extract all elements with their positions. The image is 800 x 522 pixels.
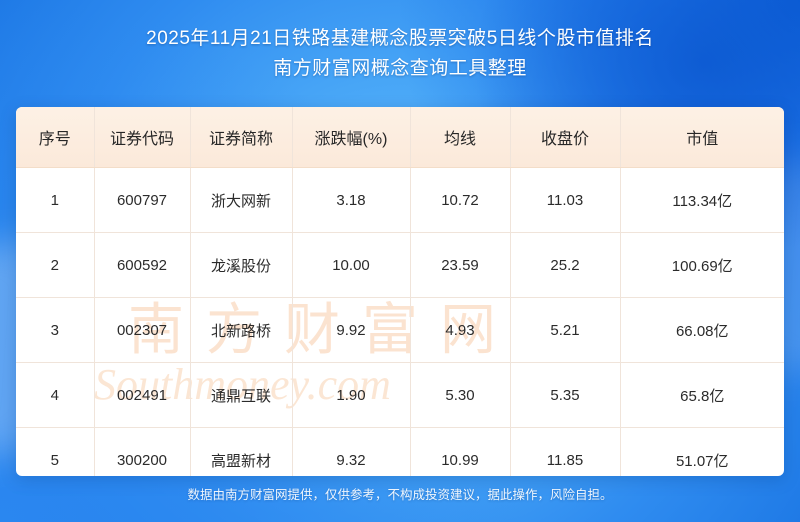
stock-ranking-table: 序号 证券代码 证券简称 涨跌幅(%) 均线 收盘价 市值 1 600797 浙…	[16, 107, 784, 476]
cell-moving-average: 10.72	[410, 167, 511, 233]
cell-security-name: 北新路桥	[190, 297, 293, 363]
table-row: 4 002491 通鼎互联 1.90 5.30 5.35 65.8亿	[16, 362, 784, 428]
column-header-moving-average: 均线	[410, 107, 511, 168]
table-header: 序号 证券代码 证券简称 涨跌幅(%) 均线 收盘价 市值	[16, 107, 784, 168]
column-header-index: 序号	[16, 107, 95, 168]
cell-security-code: 002491	[94, 362, 191, 428]
cell-closing-price: 5.21	[510, 297, 621, 363]
cell-security-code: 600797	[94, 167, 191, 233]
cell-change-percent: 9.92	[292, 297, 411, 363]
cell-security-code: 600592	[94, 232, 191, 298]
cell-index: 5	[16, 427, 95, 476]
stock-table-card: 南方财富网 Southmoney.com 序号 证券代码 证券简称 涨跌幅(%)…	[16, 107, 784, 476]
table-row: 1 600797 浙大网新 3.18 10.72 11.03 113.34亿	[16, 167, 784, 233]
column-header-market-value: 市值	[620, 107, 784, 168]
cell-index: 1	[16, 167, 95, 233]
cell-security-name: 龙溪股份	[190, 232, 293, 298]
cell-market-value: 113.34亿	[620, 167, 784, 233]
column-header-security-code: 证券代码	[94, 107, 191, 168]
table-header-row: 序号 证券代码 证券简称 涨跌幅(%) 均线 收盘价 市值	[16, 107, 784, 168]
cell-closing-price: 11.03	[510, 167, 621, 233]
table-row: 2 600592 龙溪股份 10.00 23.59 25.2 100.69亿	[16, 232, 784, 298]
cell-moving-average: 4.93	[410, 297, 511, 363]
column-header-change-percent: 涨跌幅(%)	[292, 107, 411, 168]
cell-market-value: 51.07亿	[675, 452, 729, 470]
cell-market-value: 66.08亿	[620, 297, 784, 363]
column-header-security-name: 证券简称	[190, 107, 293, 168]
cell-index: 2	[16, 232, 95, 298]
cell-change-percent: 3.18	[292, 167, 411, 233]
cell-change-percent: 9.32	[292, 427, 411, 476]
cell-change-percent: 1.90	[292, 362, 411, 428]
table-row: 5 300200 高盟新材 9.32 10.99 11.85 51.07亿	[16, 427, 784, 476]
cell-market-value: 65.8亿	[620, 362, 784, 428]
cell-closing-price: 5.35	[510, 362, 621, 428]
page-title-line-2: 南方财富网概念查询工具整理	[273, 58, 527, 79]
cell-market-value: 100.69亿	[620, 232, 784, 298]
table-body: 1 600797 浙大网新 3.18 10.72 11.03 113.34亿 2…	[16, 167, 784, 476]
cell-moving-average: 10.99	[410, 427, 511, 476]
cell-index: 3	[16, 297, 95, 363]
cell-index: 4	[16, 362, 95, 428]
table-row: 3 002307 北新路桥 9.92 4.93 5.21 66.08亿	[16, 297, 784, 363]
cell-security-code: 300200	[94, 427, 191, 476]
page-header: 2025年11月21日铁路基建概念股票突破5日线个股市值排名 南方财富网概念查询…	[0, 0, 800, 84]
column-header-closing-price: 收盘价	[510, 107, 621, 168]
cell-security-name: 高盟新材	[190, 427, 293, 476]
cell-security-name: 浙大网新	[190, 167, 293, 233]
cell-closing-price: 11.85	[510, 427, 621, 476]
page-title-line-1: 2025年11月21日铁路基建概念股票突破5日线个股市值排名	[146, 28, 654, 49]
cell-security-name: 通鼎互联	[190, 362, 293, 428]
cell-change-percent: 10.00	[292, 232, 411, 298]
disclaimer-text: 数据由南方财富网提供，仅供参考，不构成投资建议，据此操作，风险自担。	[187, 488, 613, 502]
cell-moving-average: 23.59	[410, 232, 511, 298]
cell-security-code: 002307	[94, 297, 191, 363]
cell-closing-price: 25.2	[510, 232, 621, 298]
cell-moving-average: 5.30	[410, 362, 511, 428]
